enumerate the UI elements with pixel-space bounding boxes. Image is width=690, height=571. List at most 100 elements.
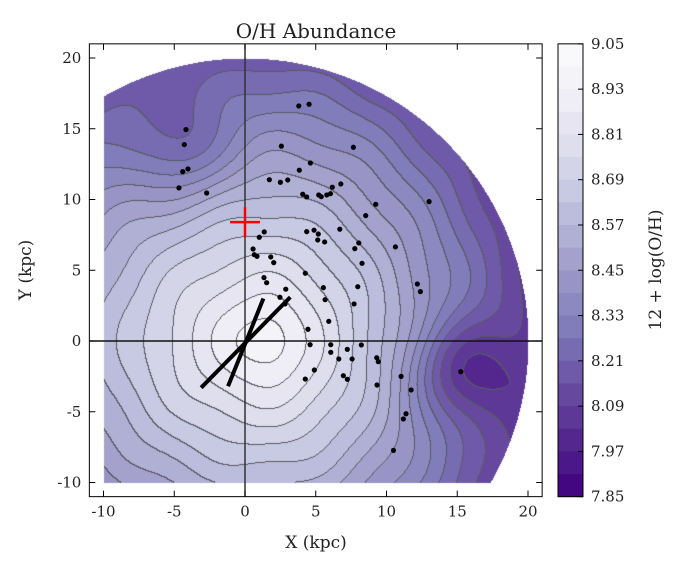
data-point	[374, 355, 380, 361]
x-tick-label: 10	[377, 503, 396, 521]
data-point	[302, 376, 308, 382]
data-point	[315, 231, 321, 237]
data-point	[180, 169, 186, 175]
data-point	[400, 416, 406, 422]
data-point	[363, 213, 369, 219]
y-tick-label: -5	[67, 403, 82, 421]
data-point	[261, 275, 267, 281]
data-point	[426, 199, 432, 205]
sun-marker	[230, 207, 260, 238]
data-point	[204, 190, 210, 196]
data-point	[359, 260, 365, 266]
data-point	[277, 294, 283, 300]
colorbar	[557, 43, 584, 498]
data-point	[351, 301, 357, 307]
data-point	[283, 286, 289, 292]
data-point	[352, 246, 358, 252]
data-point	[185, 166, 191, 172]
data-point	[328, 349, 334, 355]
colorbar-band	[558, 134, 583, 158]
data-point	[390, 447, 397, 453]
plot-frame	[88, 43, 543, 498]
data-point	[181, 141, 187, 148]
data-point	[329, 184, 335, 190]
data-point	[417, 289, 423, 295]
data-point	[176, 185, 182, 191]
colorbar-band	[558, 66, 583, 90]
colorbar-tick-label: 8.81	[591, 125, 624, 143]
colorbar-ticks: 9.05 8.93 8.81 8.69 8.57 8.45 8.33 8.21 8.09 7.97…	[578, 35, 624, 506]
colorbar-tick-label: 8.93	[591, 80, 624, 98]
data-point	[327, 191, 334, 197]
data-point	[278, 143, 284, 149]
data-point	[306, 101, 312, 107]
x-ticks: -10 -5 0 5 10 15 20	[91, 43, 538, 521]
x-tick-label: 20	[518, 503, 537, 521]
data-point	[296, 103, 302, 109]
y-axis-label: Y (kpc)	[16, 240, 36, 302]
data-point	[414, 281, 420, 287]
data-point	[307, 342, 313, 348]
colorbar-band	[558, 451, 583, 475]
data-point	[302, 270, 308, 276]
colorbar-band	[558, 383, 583, 407]
x-tick-label: 15	[448, 503, 467, 521]
data-point	[304, 194, 310, 200]
data-point	[408, 387, 414, 393]
colorbar-band	[558, 179, 583, 203]
colorbar-band	[558, 270, 583, 294]
colorbar-tick-label: 8.45	[591, 261, 624, 279]
colorbar-band	[558, 474, 583, 498]
y-tick-label: 0	[72, 332, 82, 350]
colorbar-band	[558, 315, 583, 339]
data-point	[349, 356, 355, 362]
y-ticks: -10 -5 0 5 10 15 20	[57, 49, 543, 492]
colorbar-band	[558, 247, 583, 271]
data-point	[307, 160, 313, 166]
data-point	[458, 369, 464, 375]
colorbar-tick-label: 7.97	[591, 442, 624, 460]
colorbar-band	[558, 360, 583, 384]
data-point	[315, 237, 321, 243]
chart-title: O/H Abundance	[236, 19, 397, 43]
data-point	[311, 227, 317, 233]
data-point	[300, 191, 306, 197]
origin-axis-lines	[89, 43, 543, 497]
data-point	[392, 244, 399, 250]
data-point	[183, 126, 189, 133]
colorbar-tick-label: 8.57	[591, 216, 624, 234]
colorbar-tick-label: 8.21	[591, 352, 624, 370]
colorbar-tick-label: 8.09	[591, 397, 624, 415]
colorbar-band	[558, 428, 583, 452]
data-point	[350, 144, 356, 150]
data-point	[254, 253, 260, 259]
data-point	[374, 382, 380, 388]
y-tick-label: 5	[72, 261, 82, 279]
data-point	[277, 179, 283, 185]
colorbar-band	[558, 157, 583, 181]
colorbar-tick-label: 8.69	[591, 171, 624, 189]
data-point	[398, 373, 404, 379]
data-point	[375, 359, 381, 365]
data-point	[344, 376, 350, 382]
data-point	[336, 356, 342, 362]
data-point	[266, 177, 272, 183]
data-point	[256, 234, 262, 240]
colorbar-band	[558, 338, 583, 362]
data-point	[250, 246, 256, 252]
data-point	[356, 240, 362, 246]
data-point	[282, 301, 288, 307]
bar-lines	[199, 295, 292, 390]
data-point	[304, 229, 310, 235]
colorbar-band	[558, 292, 583, 317]
data-point	[268, 254, 274, 260]
data-point	[322, 297, 328, 303]
colorbar-tick-label: 9.05	[591, 35, 624, 53]
x-tick-label: 0	[240, 503, 250, 521]
data-point	[403, 411, 409, 417]
colorbar-band	[558, 89, 583, 113]
colorbar-band	[558, 202, 583, 226]
data-point	[271, 260, 277, 266]
